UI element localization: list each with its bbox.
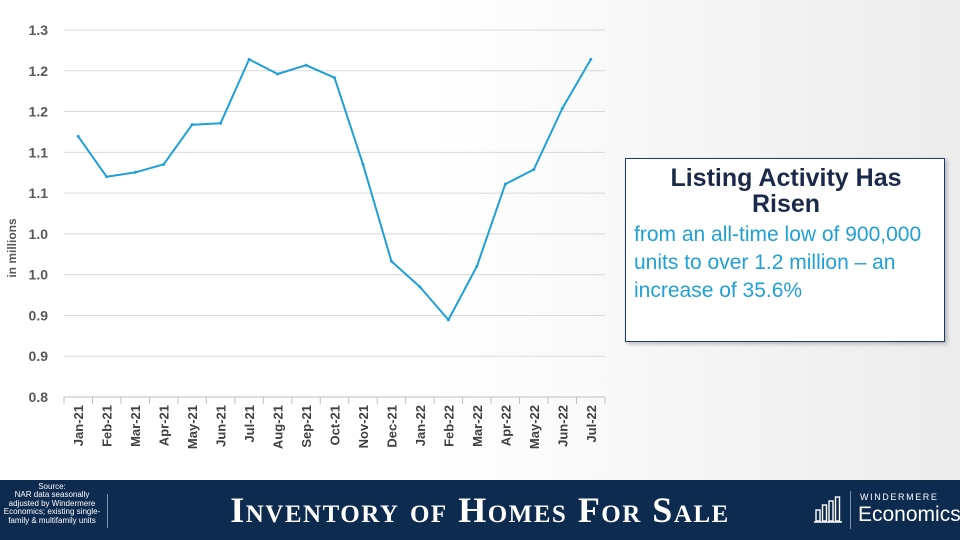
x-tick-label: Jan-21 [71,405,86,446]
y-tick-label: 1.2 [29,63,49,79]
data-point [418,285,422,289]
x-tick-label: Dec-21 [384,405,399,448]
data-point [361,162,365,166]
x-tick-label: Jun-21 [214,405,229,447]
y-tick-label: 0.8 [29,389,49,405]
y-tick-label: 1.2 [29,104,49,120]
x-tick-label: Nov-21 [356,405,371,448]
callout-box: Listing Activity Has Risen from an all-t… [625,158,945,342]
y-axis-ticks: 1.3 1.2 1.2 1.1 1.1 1.0 1.0 0.9 0.9 0.8 [29,22,49,405]
y-tick-label: 1.0 [29,267,49,283]
x-tick-label: Feb-22 [441,405,456,447]
logo-divider [850,491,851,529]
y-tick-label: 0.9 [29,307,49,323]
series-line [77,58,592,321]
data-point [190,123,194,127]
x-tick-label: Apr-21 [157,405,172,446]
data-point [219,121,223,125]
chart-axes [63,396,606,404]
footer-bar: Source: NAR data seasonally adjusted by … [0,480,960,540]
x-tick-label: May-21 [185,405,200,449]
inventory-line-chart: 1.3 1.2 1.2 1.1 1.1 1.0 1.0 0.9 0.9 0.8 Jan-21 Feb… [5,22,606,449]
x-tick-label: May-22 [527,405,542,449]
data-point [276,72,280,76]
data-point [589,57,593,61]
y-tick-label: 1.0 [29,226,49,242]
data-point [475,264,479,268]
data-point [162,162,166,166]
x-tick-label: Jul-22 [584,405,599,443]
y-tick-label: 1.1 [29,185,49,201]
data-point [133,170,137,174]
callout-body: from an all-time low of 900,000 units to… [634,223,922,302]
data-point [560,107,564,111]
bar-chart-logo-icon [814,496,842,523]
data-point [389,259,393,263]
y-axis-title: in millions [5,218,19,278]
data-point [76,134,80,138]
data-point [333,76,336,80]
x-tick-label: Mar-22 [470,405,485,447]
data-point [105,175,109,179]
slide-title: Inventory of Homes For Sale [230,490,730,530]
y-tick-label: 1.3 [29,22,49,38]
x-tick-label: Apr-22 [498,405,513,446]
x-tick-label: Aug-21 [271,405,286,449]
chart-gridlines [64,29,605,357]
y-tick-label: 1.1 [29,144,49,160]
x-tick-label: Sep-21 [299,405,314,448]
x-tick-label: Jun-22 [555,405,570,447]
data-point [532,167,536,171]
x-tick-label: Feb-21 [100,405,115,447]
x-tick-label: Oct-21 [328,405,343,445]
logo-wordmark-top: WINDERMERE [860,492,939,502]
logo-wordmark-bottom: Economics [858,503,960,526]
callout-title: Listing Activity Has Risen [670,164,902,218]
data-point [304,63,308,67]
x-axis-ticks: Jan-21 Feb-21 Mar-21 Apr-21 May-21 Jun-21 Jul-… [71,405,599,449]
source-note: Source: NAR data seasonally adjusted by … [3,482,101,525]
x-tick-label: Jul-21 [242,405,257,443]
x-tick-label: Jan-22 [413,405,428,446]
chart-series [76,57,593,322]
x-tick-label: Mar-21 [128,405,143,447]
footer-divider [107,494,108,528]
data-point [446,318,450,322]
y-tick-label: 0.9 [29,348,49,364]
data-point [503,182,507,186]
data-point [247,57,251,61]
